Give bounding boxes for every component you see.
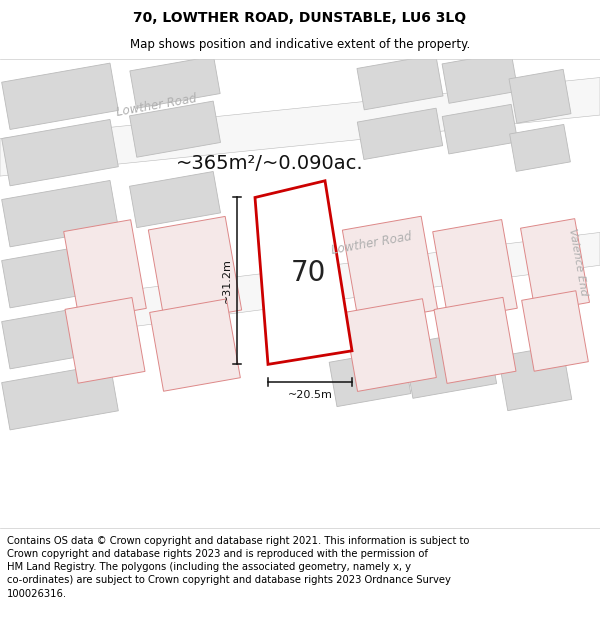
Polygon shape [100,232,600,331]
Polygon shape [130,56,220,108]
Polygon shape [357,54,443,110]
Text: Lowther Road: Lowther Road [330,230,413,257]
Polygon shape [358,108,443,159]
Polygon shape [255,181,352,364]
Polygon shape [343,216,437,324]
Text: Contains OS data © Crown copyright and database right 2021. This information is : Contains OS data © Crown copyright and d… [7,536,470,599]
Polygon shape [64,220,146,320]
Polygon shape [403,329,497,398]
Polygon shape [130,171,221,227]
Polygon shape [149,299,241,391]
Text: ~365m²/~0.090ac.: ~365m²/~0.090ac. [176,154,364,173]
Polygon shape [344,299,436,391]
Polygon shape [329,349,411,407]
Polygon shape [498,345,572,411]
Polygon shape [521,219,589,312]
Text: 70: 70 [290,259,326,288]
Polygon shape [521,291,589,371]
Polygon shape [434,298,516,383]
Polygon shape [130,101,221,158]
Polygon shape [509,124,571,171]
Polygon shape [509,69,571,123]
Polygon shape [2,302,118,369]
Text: Valence End: Valence End [567,228,589,297]
Text: 70, LOWTHER ROAD, DUNSTABLE, LU6 3LQ: 70, LOWTHER ROAD, DUNSTABLE, LU6 3LQ [133,11,467,24]
Polygon shape [2,181,118,247]
Text: Lowther Road: Lowther Road [115,92,197,119]
Text: ~20.5m: ~20.5m [287,391,332,401]
Polygon shape [2,241,118,308]
Text: Map shows position and indicative extent of the property.: Map shows position and indicative extent… [130,38,470,51]
Text: ~31.2m: ~31.2m [222,259,232,303]
Polygon shape [2,364,118,430]
Polygon shape [2,63,118,129]
Polygon shape [2,119,118,186]
Polygon shape [0,78,600,176]
Polygon shape [148,216,242,324]
Polygon shape [442,52,518,103]
Polygon shape [442,104,518,154]
Polygon shape [65,298,145,383]
Polygon shape [433,219,517,321]
